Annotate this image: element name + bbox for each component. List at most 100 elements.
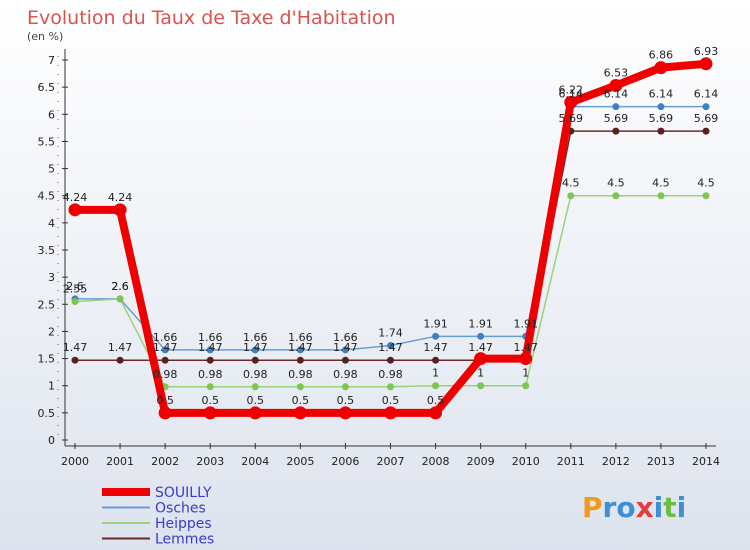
data-label: 0.98 bbox=[378, 368, 403, 381]
legend-label: Osches bbox=[155, 501, 206, 517]
x-tick-label: 2006 bbox=[331, 455, 359, 468]
x-tick-label: 2012 bbox=[602, 455, 630, 468]
data-label: 1.47 bbox=[153, 341, 178, 354]
data-label: 1.91 bbox=[423, 317, 448, 330]
data-point bbox=[341, 383, 349, 391]
data-point bbox=[564, 95, 578, 109]
data-point bbox=[68, 203, 82, 217]
data-point bbox=[657, 103, 665, 111]
data-label: 0.98 bbox=[288, 368, 313, 381]
data-point bbox=[429, 406, 443, 420]
y-tick-label: 7 bbox=[48, 54, 55, 67]
data-label: 4.5 bbox=[652, 177, 670, 190]
data-label: 2.6 bbox=[66, 280, 84, 293]
data-point bbox=[116, 356, 124, 364]
data-point bbox=[432, 382, 440, 390]
x-tick-label: 2014 bbox=[692, 455, 720, 468]
legend-label: Heippes bbox=[155, 516, 212, 532]
data-label: 1.47 bbox=[513, 341, 538, 354]
data-label: 5.69 bbox=[604, 112, 629, 125]
data-label: 6.14 bbox=[604, 88, 629, 101]
proxiti-logo: Proxiti bbox=[582, 491, 686, 524]
data-label: 1.47 bbox=[288, 341, 313, 354]
data-point bbox=[387, 356, 394, 364]
data-labels: 4.24 4.24 0.5 0.5 0.5 0.5 0.5 0.5 0.5 6.22 6.53 6.8… bbox=[63, 45, 719, 407]
data-point bbox=[251, 383, 259, 391]
data-point bbox=[338, 406, 352, 420]
x-tick-label: 2003 bbox=[196, 455, 224, 468]
data-point bbox=[702, 192, 710, 200]
data-label: 1.66 bbox=[288, 331, 313, 344]
data-point bbox=[251, 346, 259, 354]
data-point bbox=[654, 61, 668, 75]
y-tick-label: 0.5 bbox=[38, 407, 56, 420]
data-point bbox=[612, 192, 620, 200]
x-tick-label: 2000 bbox=[61, 455, 89, 468]
data-label: 0.5 bbox=[247, 394, 265, 407]
data-label: 1.66 bbox=[198, 331, 223, 344]
data-point bbox=[699, 57, 713, 71]
data-point bbox=[612, 127, 620, 135]
data-point bbox=[161, 346, 169, 354]
data-point bbox=[477, 332, 485, 340]
data-label: 1.47 bbox=[423, 341, 448, 354]
data-point bbox=[477, 382, 485, 390]
data-label: 6.86 bbox=[649, 49, 674, 62]
data-label: 6.14 bbox=[649, 88, 674, 101]
series-heippes bbox=[71, 192, 710, 391]
data-label: 1 bbox=[522, 367, 529, 380]
data-point bbox=[296, 346, 304, 354]
data-label: 4.24 bbox=[63, 191, 88, 204]
data-label: 1.91 bbox=[468, 317, 493, 330]
data-point bbox=[387, 342, 394, 350]
data-label: 1.47 bbox=[378, 341, 403, 354]
data-point bbox=[657, 192, 665, 200]
data-point bbox=[657, 127, 665, 135]
data-label: 1.47 bbox=[63, 341, 88, 354]
data-point bbox=[474, 352, 488, 366]
data-label: 1.47 bbox=[198, 341, 223, 354]
data-label: 0.98 bbox=[198, 368, 223, 381]
data-point bbox=[113, 203, 127, 217]
data-point bbox=[206, 383, 214, 391]
data-label: 6.14 bbox=[694, 88, 719, 101]
y-tick-label: 0 bbox=[48, 434, 55, 447]
data-label: 1.66 bbox=[153, 331, 178, 344]
chart-title: Evolution du Taux de Taxe d'Habitation bbox=[27, 7, 396, 29]
data-label: 0.5 bbox=[201, 394, 219, 407]
data-label: 2.6 bbox=[111, 280, 129, 293]
legend-label: SOUILLY bbox=[155, 485, 212, 501]
data-point bbox=[341, 346, 349, 354]
data-label: 0.5 bbox=[382, 394, 400, 407]
data-point bbox=[206, 356, 214, 364]
data-point bbox=[296, 383, 304, 391]
series-layer bbox=[68, 57, 713, 420]
y-tick-label: 4 bbox=[48, 217, 55, 230]
data-point bbox=[387, 383, 394, 391]
data-label: 0.5 bbox=[156, 394, 174, 407]
data-label: 1.66 bbox=[333, 331, 358, 344]
data-label: 6.22 bbox=[559, 83, 584, 96]
y-tick-label: 6 bbox=[48, 108, 55, 121]
data-label: 1.66 bbox=[243, 331, 268, 344]
data-label: 5.69 bbox=[694, 112, 719, 125]
data-label: 1.47 bbox=[108, 341, 133, 354]
data-label: 1.91 bbox=[513, 317, 538, 330]
data-label: 6.93 bbox=[694, 45, 719, 58]
data-point bbox=[567, 192, 575, 200]
data-point bbox=[293, 406, 307, 420]
data-label: 1.47 bbox=[333, 341, 358, 354]
data-label: 0.5 bbox=[337, 394, 355, 407]
data-label: 4.24 bbox=[108, 191, 133, 204]
y-tick-label: 6.5 bbox=[38, 81, 56, 94]
data-label: 5.69 bbox=[649, 112, 674, 125]
y-tick-label: 4.5 bbox=[38, 190, 56, 203]
y-tick-label: 5 bbox=[48, 163, 55, 176]
x-tick-label: 2013 bbox=[647, 455, 675, 468]
y-ticks: 0 0.5 1 1.5 2 2.5 3 3.5 4 4.5 5 5.5 6 6.5 7 bbox=[38, 54, 68, 447]
data-label: 0.98 bbox=[333, 368, 358, 381]
chart-subtitle: (en %) bbox=[27, 30, 63, 43]
y-tick-label: 2 bbox=[48, 325, 55, 338]
data-point bbox=[206, 346, 214, 354]
